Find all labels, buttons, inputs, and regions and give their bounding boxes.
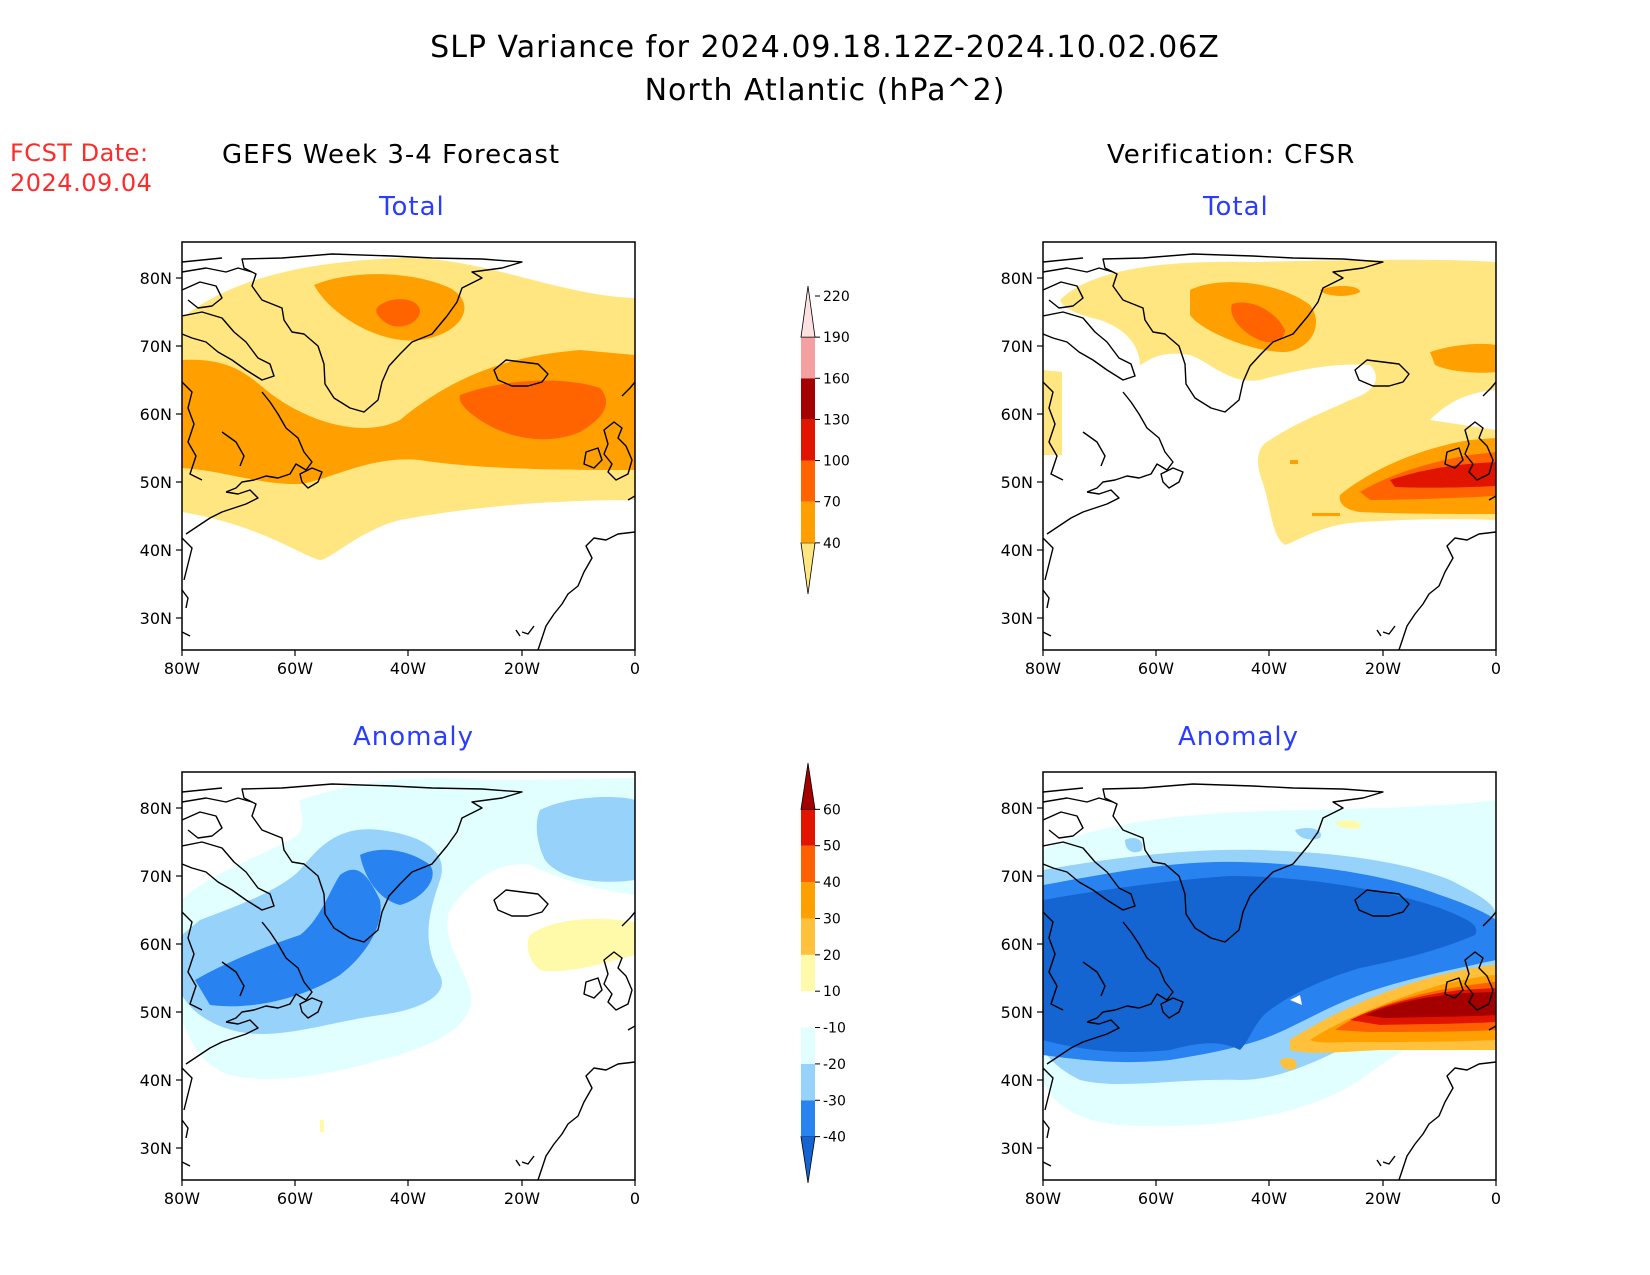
gefs-total-lon-label: 0 (630, 659, 640, 678)
total-colorbar-swatch (801, 501, 815, 543)
anomaly-colorbar-level-label: 10 (823, 984, 841, 1000)
cfsr-total-lat-label: 40N (1001, 541, 1033, 560)
total-colorbar-swatch (800, 542, 816, 595)
main-title: SLP Variance for 2024.09.18.12Z-2024.10.… (430, 30, 1220, 65)
gefs-total-lon-label: 20W (504, 659, 540, 678)
gefs-anomaly-label: Anomaly (353, 722, 475, 752)
main-subtitle: North Atlantic (hPa^2) (644, 73, 1006, 108)
total-colorbar-swatch (801, 337, 815, 379)
gefs-total-lat-label: 50N (140, 473, 172, 492)
colorbars: 40 70 100 130 160 190 220 -40 -30 -20 -10 10 20 30 40 5… (800, 285, 850, 1184)
cfsr-total-lat-label: 80N (1001, 269, 1033, 288)
cfsr-total-lon-label: 40W (1251, 659, 1287, 678)
anomaly-colorbar-swatch (801, 1027, 815, 1064)
cfsr-anomaly-label: Anomaly (1178, 722, 1300, 752)
anomaly-colorbar-level-label: -40 (823, 1130, 846, 1146)
cfsr-total-lat-label: 50N (1001, 473, 1033, 492)
gefs-anomaly-lon-label: 80W (164, 1189, 200, 1208)
gefs-total-panel (181, 241, 636, 651)
gefs-anomaly-lat-label: 80N (140, 799, 172, 818)
cfsr-anomaly-lat-label: 40N (1001, 1071, 1033, 1090)
total-colorbar-swatch (800, 285, 816, 338)
left-column-title: GEFS Week 3-4 Forecast (222, 140, 561, 170)
cfsr-total-lat-label: 30N (1001, 609, 1033, 628)
anomaly-colorbar-swatch (801, 991, 815, 1028)
cfsr-anomaly-lat-label: 70N (1001, 867, 1033, 886)
anomaly-colorbar-level-label: 60 (823, 802, 841, 818)
cfsr-anomaly-panel (1042, 771, 1497, 1181)
gefs-anomaly-lat-label: 50N (140, 1003, 172, 1022)
fcst-date: 2024.09.04 (10, 169, 153, 197)
total-colorbar-level-label: 190 (823, 330, 850, 346)
total-colorbar-swatch (801, 419, 815, 461)
anomaly-colorbar-level-label: 40 (823, 875, 841, 891)
cfsr-anomaly-lat-label: 60N (1001, 935, 1033, 954)
cfsr-anomaly-lat-label: 80N (1001, 799, 1033, 818)
gefs-total-lat-label: 70N (140, 337, 172, 356)
anomaly-colorbar-swatch (800, 762, 816, 810)
gefs-anomaly-lon-label: 40W (390, 1189, 426, 1208)
fcst-label: FCST Date: (10, 139, 149, 167)
gefs-anomaly-lat-label: 60N (140, 935, 172, 954)
total-colorbar-level-label: 70 (823, 495, 841, 511)
gefs-anomaly-lon-label: 20W (504, 1189, 540, 1208)
anomaly-colorbar-swatch (801, 1063, 815, 1101)
cfsr-anomaly-lon-label: 20W (1365, 1189, 1401, 1208)
total-colorbar-level-label: 40 (823, 536, 841, 552)
anomaly-colorbar-level-label: 20 (823, 948, 841, 964)
gefs-anomaly-lat-label: 30N (140, 1139, 172, 1158)
gefs-total-label: Total (379, 192, 445, 222)
gefs-total-lon-label: 40W (390, 659, 426, 678)
cfsr-anomaly-lon-label: 0 (1491, 1189, 1501, 1208)
anomaly-colorbar-level-label: 50 (823, 839, 841, 855)
cfsr-total-lon-label: 0 (1491, 659, 1501, 678)
total-colorbar-level-label: 100 (823, 454, 850, 470)
anomaly-colorbar-swatch (801, 954, 815, 992)
cfsr-total-panel (1042, 241, 1497, 651)
anomaly-colorbar-swatch (801, 809, 815, 846)
anomaly-colorbar-level-label: -10 (823, 1021, 846, 1037)
anomaly-colorbar-level-label: -30 (823, 1093, 846, 1109)
fcst-date-block: FCST Date: 2024.09.04 (10, 138, 152, 198)
cfsr-anomaly-lat-label: 50N (1001, 1003, 1033, 1022)
anomaly-colorbar-swatch (801, 1100, 815, 1137)
anomaly-colorbar-swatch (801, 882, 815, 919)
anomaly-colorbar-level-label: 30 (823, 911, 841, 927)
gefs-total-lat-label: 60N (140, 405, 172, 424)
cfsr-anomaly-lon-label: 60W (1138, 1189, 1174, 1208)
total-colorbar-level-label: 160 (823, 371, 850, 387)
gefs-total-lon-label: 80W (164, 659, 200, 678)
total-colorbar-level-label: 130 (823, 412, 850, 428)
cfsr-total-lat-label: 70N (1001, 337, 1033, 356)
gefs-anomaly-panel (181, 771, 636, 1181)
map-axes: 80N 70N 60N 50N 40N 30N 80W 60W 40W 20W 0 80N 70N 60N… (140, 269, 1501, 1208)
gefs-anomaly-lat-label: 40N (140, 1071, 172, 1090)
total-colorbar-swatch (801, 460, 815, 502)
right-column-title: Verification: CFSR (1107, 140, 1356, 170)
cfsr-total-lat-label: 60N (1001, 405, 1033, 424)
anomaly-colorbar-swatch (800, 1136, 816, 1184)
gefs-anomaly-lon-label: 0 (630, 1189, 640, 1208)
gefs-anomaly-lon-label: 60W (277, 1189, 313, 1208)
gefs-anomaly-lat-label: 70N (140, 867, 172, 886)
anomaly-colorbar-swatch (801, 845, 815, 883)
cfsr-total-lon-label: 60W (1138, 659, 1174, 678)
total-colorbar-level-label: 220 (823, 289, 850, 305)
cfsr-anomaly-lon-label: 40W (1251, 1189, 1287, 1208)
gefs-total-lon-label: 60W (277, 659, 313, 678)
gefs-total-lat-label: 30N (140, 609, 172, 628)
anomaly-colorbar-level-label: -20 (823, 1057, 846, 1073)
cfsr-anomaly-lat-label: 30N (1001, 1139, 1033, 1158)
cfsr-total-label: Total (1203, 192, 1269, 222)
cfsr-anomaly-lon-label: 80W (1025, 1189, 1061, 1208)
total-colorbar-swatch (801, 378, 815, 420)
gefs-total-lat-label: 40N (140, 541, 172, 560)
anomaly-colorbar-swatch (801, 918, 815, 955)
cfsr-total-lon-label: 20W (1365, 659, 1401, 678)
gefs-total-lat-label: 80N (140, 269, 172, 288)
cfsr-total-lon-label: 80W (1025, 659, 1061, 678)
